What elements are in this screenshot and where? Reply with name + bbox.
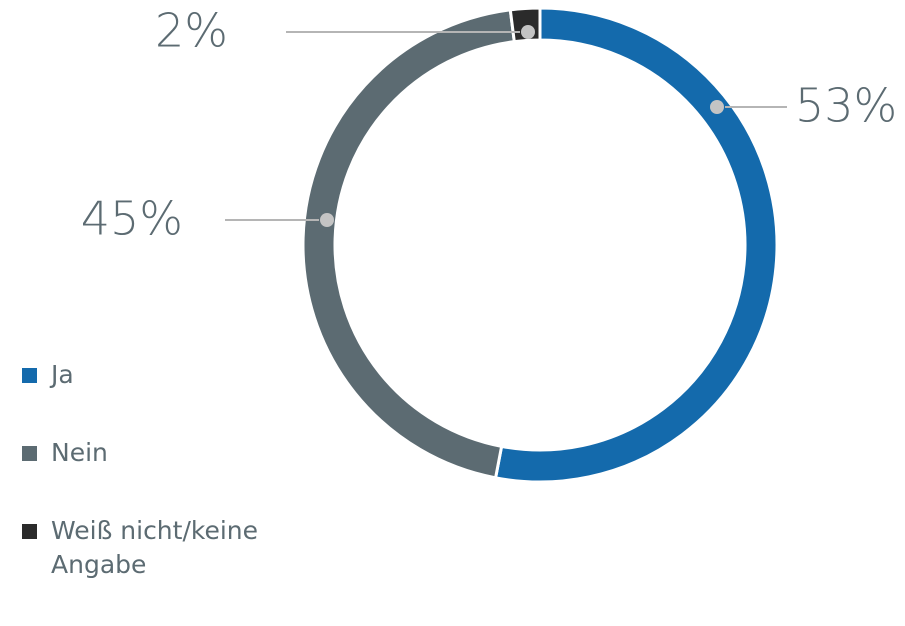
legend-swatch xyxy=(22,524,37,539)
legend-label: Weiß nicht/keine Angabe xyxy=(51,516,259,579)
value-label: 53% xyxy=(795,79,897,133)
legend-swatch xyxy=(22,446,37,461)
donut-segment xyxy=(301,8,516,480)
legend-item: Ja xyxy=(22,358,312,392)
legend: Ja Nein Weiß nicht/keine Angabe xyxy=(22,358,312,626)
leader-dot xyxy=(710,100,724,114)
leader-dot xyxy=(320,213,334,227)
legend-label: Nein xyxy=(51,438,108,467)
leader-dot xyxy=(521,25,535,39)
legend-item: Nein xyxy=(22,436,312,470)
value-label: 45% xyxy=(81,192,183,246)
value-label: 2% xyxy=(155,4,228,58)
donut-segment xyxy=(493,6,779,484)
legend-item: Weiß nicht/keine Angabe xyxy=(22,514,312,582)
chart: 53% 45% 2% xyxy=(81,4,897,484)
legend-label: Ja xyxy=(51,360,74,389)
legend-swatch xyxy=(22,368,37,383)
